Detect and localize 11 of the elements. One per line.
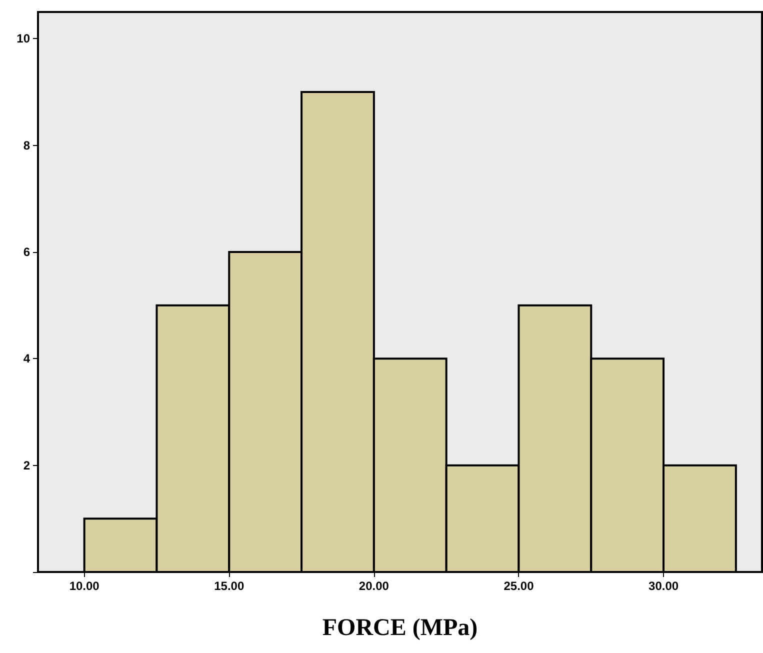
x-tick-label: 30.00 xyxy=(648,579,679,593)
y-tick-label: 6 xyxy=(23,245,30,259)
y-tick-label: 2 xyxy=(23,458,30,472)
y-tick-label: 10 xyxy=(16,32,30,46)
y-tick-label: 4 xyxy=(23,352,30,366)
x-tick-label: 20.00 xyxy=(358,579,390,593)
y-tick-label: 8 xyxy=(23,138,30,152)
x-axis-title: FORCE (MPa) xyxy=(322,615,478,641)
x-tick-label: 10.00 xyxy=(69,579,100,593)
x-tick-label: 25.00 xyxy=(504,579,534,593)
x-tick-label: 15.00 xyxy=(214,579,244,593)
